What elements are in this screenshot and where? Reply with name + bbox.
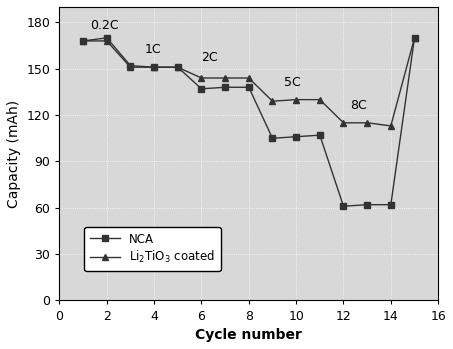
Li$_2$TiO$_3$ coated xyxy=(294,97,299,102)
Li$_2$TiO$_3$ coated xyxy=(199,76,204,80)
Li$_2$TiO$_3$ coated xyxy=(175,65,180,69)
Li$_2$TiO$_3$ coated xyxy=(128,65,133,69)
Text: 2C: 2C xyxy=(202,51,218,64)
NCA xyxy=(341,204,346,208)
Text: 5C: 5C xyxy=(284,76,301,89)
Li$_2$TiO$_3$ coated xyxy=(80,39,86,43)
NCA xyxy=(365,203,370,207)
Li$_2$TiO$_3$ coated xyxy=(246,76,251,80)
Line: NCA: NCA xyxy=(80,34,418,210)
X-axis label: Cycle number: Cycle number xyxy=(195,328,302,342)
Legend: NCA, Li$_2$TiO$_3$ coated: NCA, Li$_2$TiO$_3$ coated xyxy=(84,227,221,271)
NCA xyxy=(246,85,251,89)
NCA xyxy=(199,87,204,91)
Line: Li$_2$TiO$_3$ coated: Li$_2$TiO$_3$ coated xyxy=(80,34,418,129)
Y-axis label: Capacity (mAh): Capacity (mAh) xyxy=(7,100,21,208)
NCA xyxy=(151,65,157,69)
Li$_2$TiO$_3$ coated xyxy=(412,36,417,40)
NCA xyxy=(317,133,323,137)
NCA xyxy=(412,36,417,40)
NCA xyxy=(294,135,299,139)
NCA xyxy=(128,64,133,68)
Li$_2$TiO$_3$ coated xyxy=(104,39,110,43)
NCA xyxy=(388,203,394,207)
Li$_2$TiO$_3$ coated xyxy=(222,76,228,80)
NCA xyxy=(175,65,180,69)
Li$_2$TiO$_3$ coated xyxy=(151,65,157,69)
Li$_2$TiO$_3$ coated xyxy=(341,121,346,125)
Text: 8C: 8C xyxy=(351,99,367,112)
Text: 0.2C: 0.2C xyxy=(90,18,119,32)
Li$_2$TiO$_3$ coated xyxy=(388,124,394,128)
Li$_2$TiO$_3$ coated xyxy=(270,99,275,103)
Li$_2$TiO$_3$ coated xyxy=(365,121,370,125)
Li$_2$TiO$_3$ coated xyxy=(317,97,323,102)
NCA xyxy=(222,85,228,89)
Text: 1C: 1C xyxy=(145,43,161,57)
NCA xyxy=(104,36,110,40)
NCA xyxy=(80,39,86,43)
NCA xyxy=(270,136,275,140)
